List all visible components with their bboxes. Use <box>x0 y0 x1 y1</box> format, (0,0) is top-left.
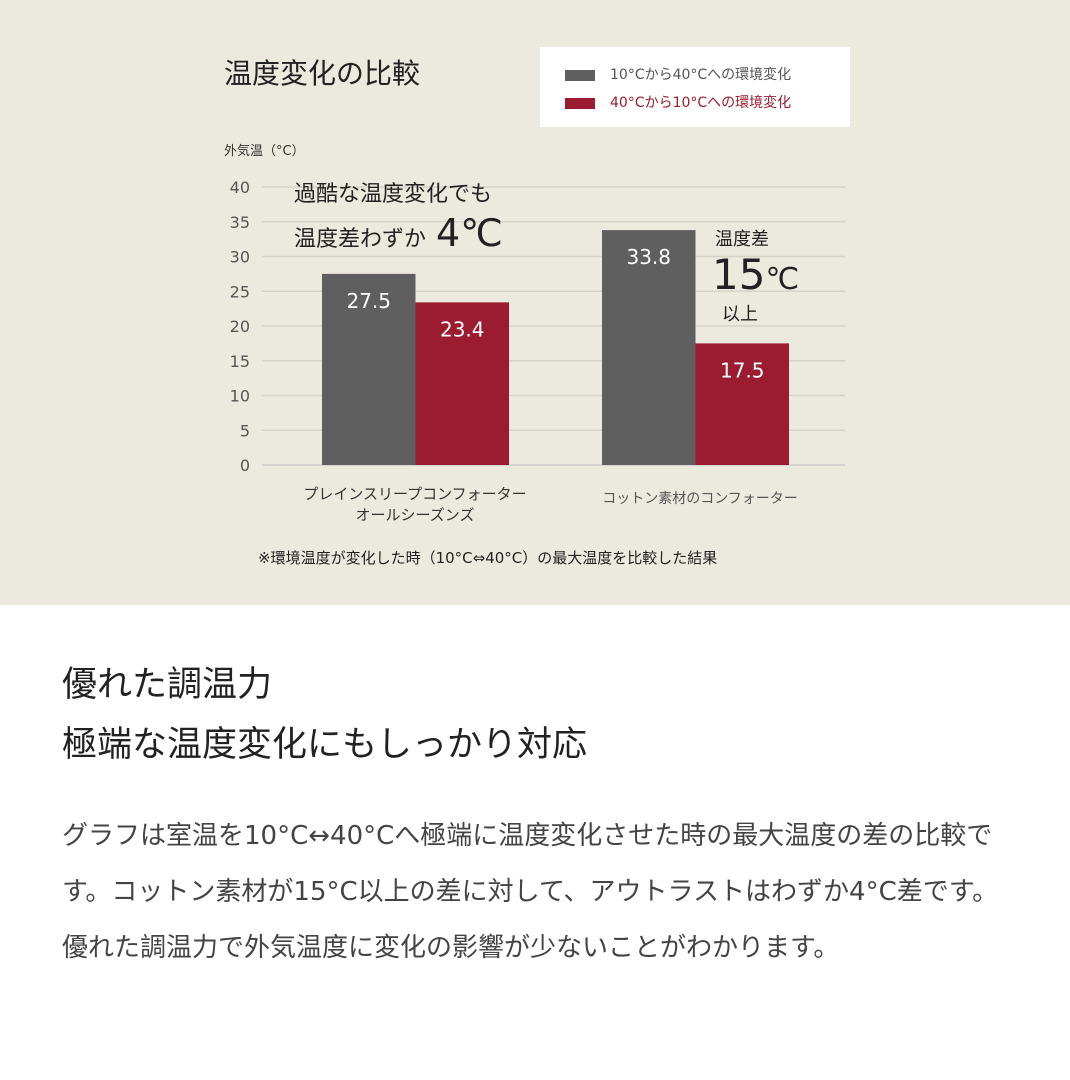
bar-value-label: 27.5 <box>346 289 391 313</box>
y-tick-label: 35 <box>230 213 250 232</box>
bar-value-label: 33.8 <box>626 245 671 269</box>
category-label-1: プレインスリープコンフォーター オールシーズンズ <box>303 485 527 524</box>
category-label-2: コットン素材のコンフォーター <box>602 491 798 507</box>
legend-item-2: 40°Cから10°Cへの環境変化 <box>565 92 791 112</box>
annotation-above: 以上 <box>722 304 758 325</box>
headline: 優れた調温力 極端な温度変化にもしっかり対応 <box>62 655 587 775</box>
annotation-diff-label: 温度差 <box>715 229 769 250</box>
legend-item-1: 10°Cから40°Cへの環境変化 <box>565 64 791 84</box>
bar-value-label: 23.4 <box>440 317 485 341</box>
y-tick-label: 10 <box>230 387 250 406</box>
legend-swatch-red <box>565 97 595 109</box>
y-axis-label: 外気温（°C） <box>224 144 305 159</box>
annotation-unit: ℃ <box>765 262 800 297</box>
annotation-4c: 過酷な温度変化でも 温度差わずか 4℃ <box>294 176 503 259</box>
annotation-value: 4℃ <box>436 211 503 255</box>
headline-line-1: 優れた調温力 <box>62 665 273 705</box>
chart-footnote: ※環境温度が変化した時（10°C⇔40°C）の最大温度を比較した結果 <box>258 549 718 567</box>
annotation-value: 15 <box>712 250 766 299</box>
headline-line-2: 極端な温度変化にもしっかり対応 <box>62 725 588 765</box>
bar-chart: 0 5 10 15 20 25 30 35 40 27.5 33.8 23.4 17.5 <box>230 178 845 475</box>
y-tick-label: 15 <box>230 352 250 371</box>
legend-label: 10°Cから40°Cへの環境変化 <box>610 67 792 83</box>
description-text: グラフは室温を10°C↔40°Cへ極端に温度変化させた時の最大温度の差の比較です… <box>62 821 999 963</box>
bar <box>695 343 789 465</box>
y-tick-label: 30 <box>230 248 250 267</box>
annotation-text: 温度差わずか <box>294 227 427 252</box>
y-tick-label: 20 <box>230 317 250 336</box>
y-tick-label: 40 <box>230 178 250 197</box>
legend-swatch-gray <box>565 69 595 81</box>
legend-label: 40°Cから10°Cへの環境変化 <box>610 95 792 111</box>
legend: 10°Cから40°Cへの環境変化 40°Cから10°Cへの環境変化 <box>540 47 850 127</box>
annotation-15c: 15℃ <box>712 250 799 299</box>
chart-panel: 温度変化の比較 10°Cから40°Cへの環境変化 40°Cから10°Cへの環境変… <box>0 0 1070 605</box>
y-tick-label: 0 <box>240 456 250 475</box>
bar <box>602 230 696 465</box>
bar-value-label: 17.5 <box>720 358 765 382</box>
y-tick-label: 25 <box>230 282 250 301</box>
y-tick-label: 5 <box>240 421 250 440</box>
chart-title: 温度変化の比較 <box>224 57 421 90</box>
bar <box>415 302 509 465</box>
annotation-text: 過酷な温度変化でも <box>294 182 493 207</box>
bar <box>322 273 416 465</box>
